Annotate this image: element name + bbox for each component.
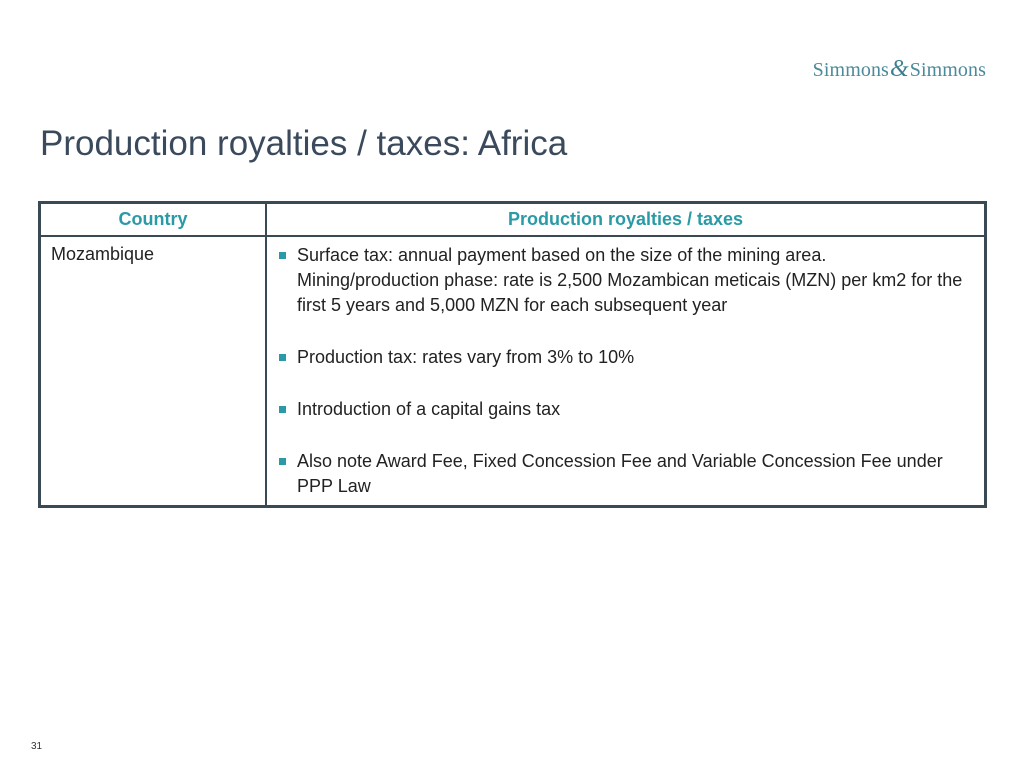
column-header-royalties: Production royalties / taxes	[265, 201, 987, 237]
page-title: Production royalties / taxes: Africa	[40, 124, 568, 163]
column-header-country: Country	[38, 201, 267, 237]
list-item: Production tax: rates vary from 3% to 10…	[277, 345, 972, 370]
square-bullet-icon	[279, 458, 286, 465]
list-item: Also note Award Fee, Fixed Concession Fe…	[277, 449, 972, 499]
square-bullet-icon	[279, 354, 286, 361]
country-cell: Mozambique	[38, 235, 267, 508]
table-header-row: Country Production royalties / taxes	[38, 201, 987, 237]
list-item: Introduction of a capital gains tax	[277, 397, 972, 422]
square-bullet-icon	[279, 252, 286, 259]
bullet-text: Production tax: rates vary from 3% to 10…	[297, 347, 635, 367]
logo-text-first: Simmons	[812, 59, 889, 81]
page-number: 31	[31, 741, 43, 752]
bullet-text: Surface tax: annual payment based on the…	[297, 245, 963, 315]
logo-text-second: Simmons	[909, 59, 986, 81]
logo-ampersand: &	[889, 56, 909, 82]
table-row: Mozambique Surface tax: annual payment b…	[38, 235, 987, 508]
bullet-list: Surface tax: annual payment based on the…	[277, 243, 972, 499]
royalties-cell: Surface tax: annual payment based on the…	[265, 235, 987, 508]
list-item: Surface tax: annual payment based on the…	[277, 243, 972, 318]
company-logo: Simmons&Simmons	[813, 56, 986, 83]
royalties-table: Country Production royalties / taxes Moz…	[38, 201, 987, 508]
square-bullet-icon	[279, 406, 286, 413]
bullet-text: Introduction of a capital gains tax	[297, 399, 561, 419]
bullet-text: Also note Award Fee, Fixed Concession Fe…	[297, 451, 943, 496]
